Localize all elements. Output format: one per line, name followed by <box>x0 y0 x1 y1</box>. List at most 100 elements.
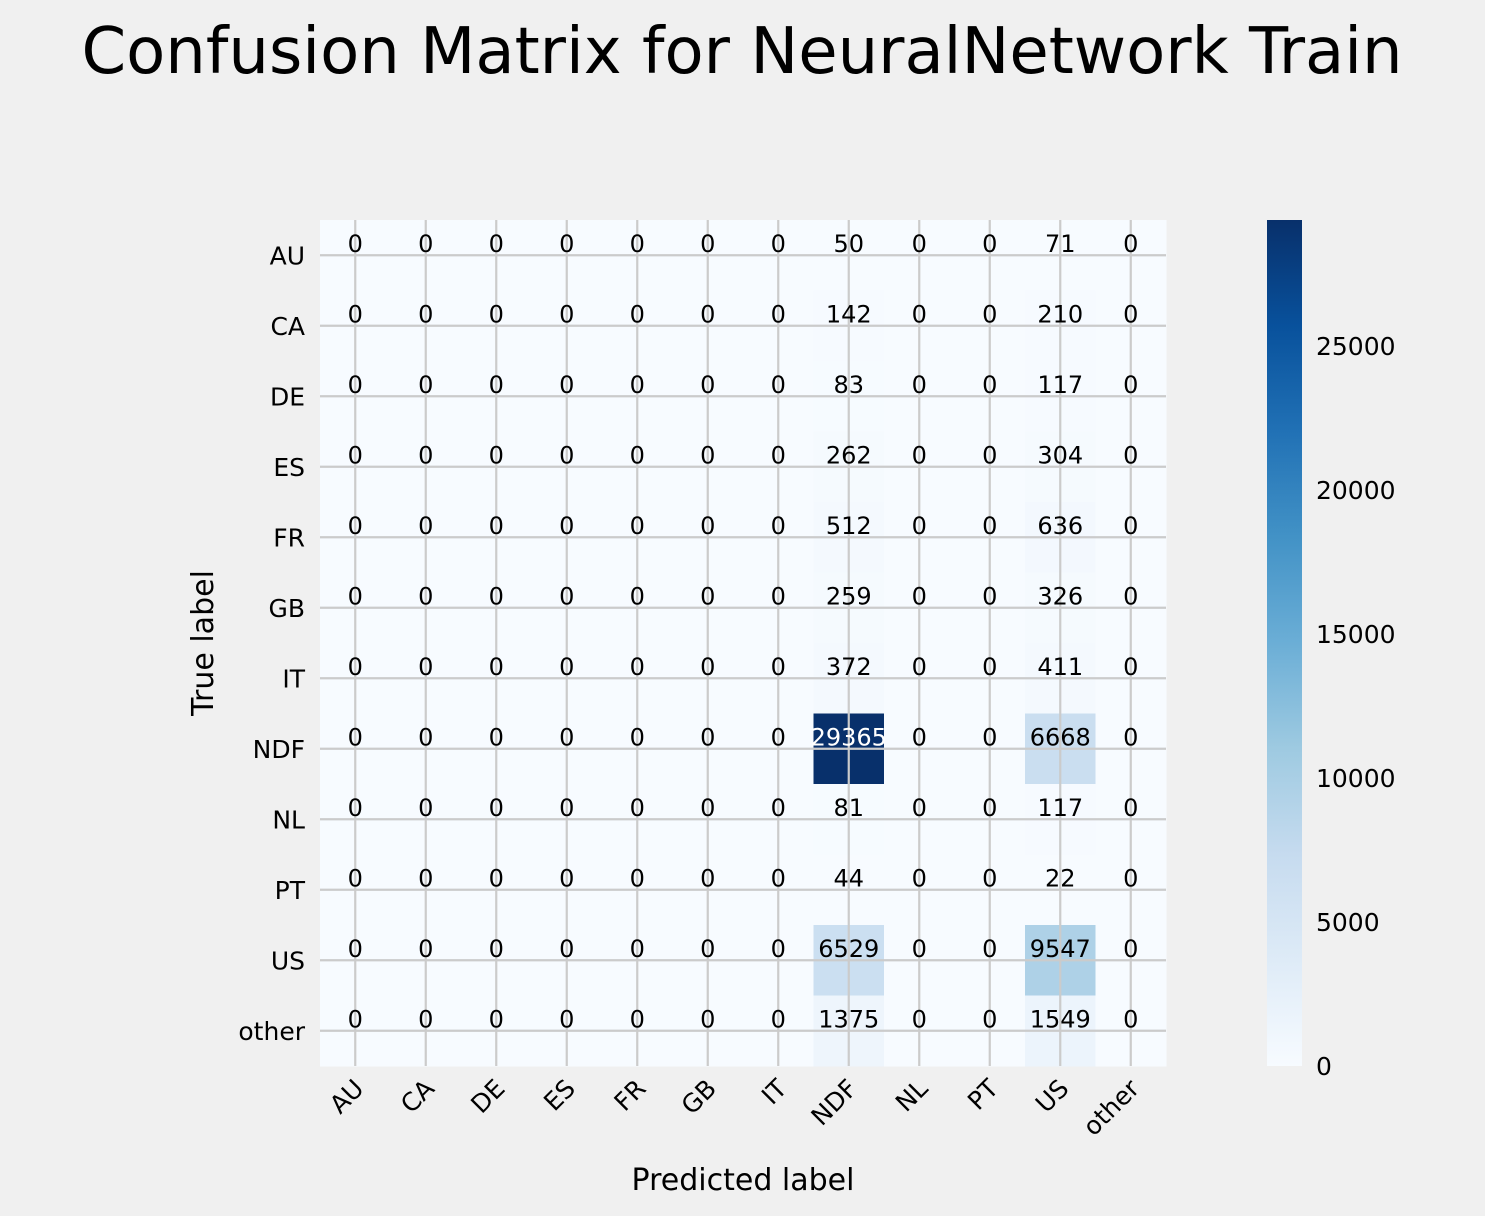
cell-value-label: 0 <box>700 512 715 540</box>
cell-value-label: 0 <box>630 865 645 893</box>
x-tick-label: IT <box>756 1073 793 1110</box>
y-tick-label: CA <box>270 312 305 341</box>
cell-value-label: 0 <box>912 442 927 470</box>
cell-value-label: 6668 <box>1030 724 1091 752</box>
cell-value-label: 0 <box>489 512 504 540</box>
cell-value-label: 0 <box>771 442 786 470</box>
cell-value-label: 0 <box>912 935 927 963</box>
cell-value-label: 0 <box>1123 653 1138 681</box>
y-tick-label: FR <box>273 523 305 552</box>
cell-value-label: 0 <box>912 865 927 893</box>
y-tick-labels: AU CA DE ES FR GB IT NDF NL PT US other <box>238 241 305 1046</box>
x-axis-label: Predicted label <box>632 1163 855 1198</box>
cell-value-label: 0 <box>700 935 715 963</box>
x-tick-label: ES <box>538 1074 581 1117</box>
cell-value-label: 0 <box>559 653 574 681</box>
cell-value-label: 0 <box>771 230 786 258</box>
cell-value-label: 0 <box>418 653 433 681</box>
cell-value-label: 0 <box>982 653 997 681</box>
cell-value-label: 0 <box>912 301 927 329</box>
cell-value-label: 22 <box>1045 865 1076 893</box>
cell-value-label: 0 <box>418 1006 433 1034</box>
cell-value-label: 636 <box>1037 512 1083 540</box>
cell-value-label: 0 <box>489 653 504 681</box>
cell-value-label: 262 <box>826 442 872 470</box>
cell-value-label: 0 <box>348 794 363 822</box>
cell-value-label: 0 <box>1123 865 1138 893</box>
cell-value-label: 0 <box>700 583 715 611</box>
cell-value-label: 0 <box>771 794 786 822</box>
cell-value-label: 0 <box>982 1006 997 1034</box>
x-tick-label: CA <box>395 1074 440 1119</box>
colorbar-tick-label: 15000 <box>1316 620 1396 649</box>
cell-value-label: 0 <box>771 1006 786 1034</box>
cell-value-label: 0 <box>489 935 504 963</box>
cell-value-label: 0 <box>771 583 786 611</box>
cell-value-label: 0 <box>559 371 574 399</box>
cell-value-label: 0 <box>771 301 786 329</box>
cell-value-label: 9547 <box>1030 935 1091 963</box>
x-tick-label: NDF <box>805 1074 863 1132</box>
cell-value-label: 0 <box>348 1006 363 1034</box>
cell-value-label: 210 <box>1037 301 1083 329</box>
cell-value-label: 0 <box>700 1006 715 1034</box>
cell-value-label: 0 <box>630 653 645 681</box>
x-tick-labels: AU CA DE ES FR GB IT NDF NL PT US other <box>324 1073 1146 1141</box>
cell-value-label: 0 <box>630 230 645 258</box>
cell-value-label: 0 <box>912 794 927 822</box>
cell-value-label: 0 <box>630 794 645 822</box>
cell-value-label: 0 <box>630 583 645 611</box>
cell-value-label: 0 <box>418 371 433 399</box>
colorbar-tick-label: 25000 <box>1316 332 1396 361</box>
cell-value-label: 0 <box>348 301 363 329</box>
cell-value-label: 0 <box>489 1006 504 1034</box>
cell-value-label: 0 <box>348 442 363 470</box>
cell-value-label: 0 <box>630 301 645 329</box>
cell-value-label: 83 <box>833 371 864 399</box>
colorbar-tick-labels: 0 5000 10000 15000 20000 25000 <box>1316 332 1396 1081</box>
cell-value-label: 0 <box>348 935 363 963</box>
cell-value-label: 372 <box>826 653 872 681</box>
cell-value-label: 117 <box>1037 794 1083 822</box>
colorbar <box>1267 220 1302 1066</box>
cell-value-label: 0 <box>912 583 927 611</box>
cell-value-label: 0 <box>559 442 574 470</box>
x-tick-label: GB <box>676 1074 722 1120</box>
cell-value-label: 0 <box>418 230 433 258</box>
y-tick-label: GB <box>268 594 305 623</box>
cell-value-label: 0 <box>489 301 504 329</box>
cell-value-label: 0 <box>1123 1006 1138 1034</box>
x-tick-label: NL <box>890 1074 934 1118</box>
cell-value-label: 0 <box>630 1006 645 1034</box>
cell-value-label: 0 <box>982 865 997 893</box>
cell-value-label: 0 <box>559 1006 574 1034</box>
cell-value-label: 0 <box>1123 935 1138 963</box>
cell-value-label: 0 <box>489 371 504 399</box>
cell-value-label: 1375 <box>818 1006 879 1034</box>
cell-value-label: 0 <box>489 794 504 822</box>
cell-value-label: 81 <box>833 794 864 822</box>
cell-value-label: 411 <box>1037 653 1083 681</box>
cell-value-label: 0 <box>771 653 786 681</box>
y-tick-label: ES <box>273 453 305 482</box>
colorbar-tick-label: 20000 <box>1316 476 1396 505</box>
cell-value-label: 259 <box>826 583 872 611</box>
grid-lines <box>320 220 1166 1066</box>
cell-value-label: 50 <box>833 230 864 258</box>
x-tick-label: FR <box>609 1074 652 1117</box>
y-tick-label: DE <box>270 382 305 411</box>
cell-value-label: 0 <box>1123 583 1138 611</box>
cell-value-label: 0 <box>1123 724 1138 752</box>
cell-value-label: 0 <box>982 724 997 752</box>
cell-value-label: 0 <box>348 724 363 752</box>
cell-value-label: 0 <box>700 865 715 893</box>
cell-value-label: 0 <box>559 865 574 893</box>
cell-value-label: 0 <box>489 230 504 258</box>
cell-value-label: 0 <box>489 724 504 752</box>
cell-value-labels: 0 0 0 0 0 0 0 50 0 0 71 0 0 0 0 0 0 0 0 142 0 0 210 0 0 0 0 0 0 0 0 83 0… <box>348 230 1139 1034</box>
cell-value-label: 0 <box>912 371 927 399</box>
cell-value-label: 0 <box>771 865 786 893</box>
x-tick-label: US <box>1030 1074 1075 1119</box>
y-tick-label: US <box>271 946 305 975</box>
cell-value-label: 0 <box>982 512 997 540</box>
